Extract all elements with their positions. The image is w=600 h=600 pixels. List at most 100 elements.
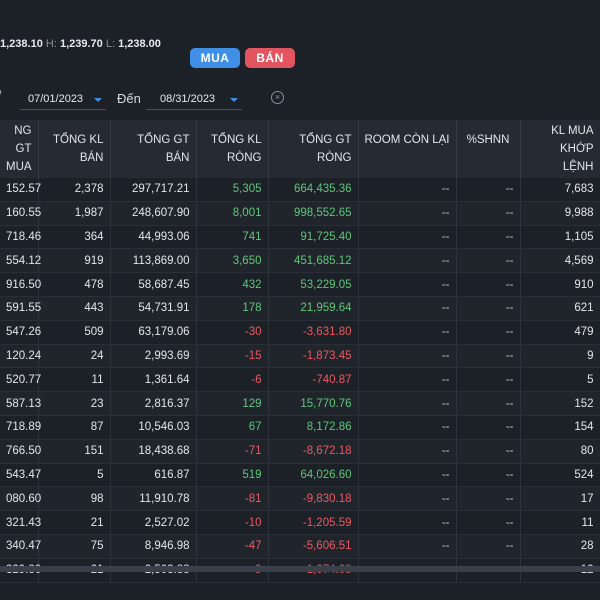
table-cell: -5,606.51 [268, 534, 359, 559]
table-row[interactable]: 766.50 151 18,438.68 -71 -8,672.18 -- -- 80 [0, 439, 600, 464]
table-cell: -740.87 [268, 367, 359, 393]
column-header-line: TỔNG KL [53, 134, 104, 146]
column-header[interactable]: TỔNG KL BÁN [38, 120, 111, 178]
table-cell: 451,685.12 [268, 248, 359, 274]
table-cell: 160.55 [0, 201, 41, 226]
column-header-line: NG GT [14, 125, 32, 155]
table-cell: 7,683 [520, 178, 600, 202]
column-header-line: KL MUA [551, 125, 594, 137]
table-cell: 152 [520, 391, 600, 416]
table-cell: 591.55 [0, 296, 41, 321]
table-cell: -- [358, 534, 457, 559]
table-cell: 54,731.91 [110, 296, 197, 321]
table-cell: 478 [38, 272, 111, 297]
column-header-line: RÒNG [227, 152, 262, 164]
table-row[interactable]: 591.55 443 54,731.91 178 21,959.64 -- -- 621 [0, 296, 600, 321]
table-cell: -- [456, 486, 521, 512]
table-row[interactable]: 718.46 364 44,993.06 741 91,725.40 -- -- 1,105 [0, 225, 600, 250]
table-row[interactable]: 520.77 11 1,361.64 -6 -740.87 -- -- 5 [0, 367, 600, 393]
column-header[interactable]: TỔNG GT RÒNG [268, 120, 359, 178]
table-cell: 616.87 [110, 463, 197, 488]
table-row[interactable]: 554.12 919 113,869.00 3,650 451,685.12 -- -- 4,… [0, 248, 600, 274]
date-filter: / 07/01/2023 Đến 08/31/2023 × [0, 88, 600, 112]
table-cell: 621 [520, 296, 600, 321]
table-cell: 120.24 [0, 344, 41, 369]
table-cell: 998,552.65 [268, 201, 359, 226]
table-cell: 080.60 [0, 486, 41, 512]
table-cell: -47 [196, 534, 269, 559]
column-header[interactable]: TỔNG GT BÁN [110, 120, 197, 178]
table-cell: 64,026.60 [268, 463, 359, 488]
table-cell: 154 [520, 415, 600, 440]
table-cell: -15 [196, 344, 269, 369]
table-cell: 321.43 [0, 510, 41, 535]
column-header[interactable]: KL MUA KHỚP LỆNH [520, 120, 600, 178]
chevron-down-icon [94, 98, 102, 102]
table-cell: -- [456, 272, 521, 297]
table-cell: 98 [38, 486, 111, 512]
table-cell: -- [358, 510, 457, 535]
table-cell: 248,607.90 [110, 201, 197, 226]
table-cell: 910 [520, 272, 600, 297]
table-row[interactable]: 547.26 509 63,179.06 -30 -3,631.80 -- -- 479 [0, 320, 600, 345]
table-cell: 23 [38, 391, 111, 416]
column-header[interactable]: TỔNG KL RÒNG [196, 120, 269, 178]
table-row[interactable]: 543.47 5 616.87 519 64,026.60 -- -- 524 [0, 463, 600, 488]
table-row[interactable]: 120.24 24 2,993.69 -15 -1,873.45 -- -- 9 [0, 344, 600, 369]
table-cell: 53,229.05 [268, 272, 359, 297]
table-cell: 2,993.69 [110, 344, 197, 369]
table-cell: -3,631.80 [268, 320, 359, 345]
table-cell: 5 [520, 367, 600, 393]
close-value: 1,238.10 [0, 38, 43, 50]
column-header-line: KHỚP LỆNH [559, 143, 594, 173]
scrollbar-thumb[interactable] [0, 566, 600, 572]
table-cell: -- [456, 248, 521, 274]
table-cell: 547.26 [0, 320, 41, 345]
column-header[interactable]: NG GT MUA [0, 120, 39, 178]
table-row[interactable]: 718.89 87 10,546.03 67 8,172.86 -- -- 154 [0, 415, 600, 440]
table-cell: 11 [38, 367, 111, 393]
table-cell: 113,869.00 [110, 248, 197, 274]
chevron-down-icon [230, 98, 238, 102]
column-header-line: TỔNG GT [299, 134, 352, 146]
horizontal-scrollbar[interactable] [0, 566, 600, 572]
table-cell: 11,910.78 [110, 486, 197, 512]
table-cell: 1,105 [520, 225, 600, 250]
table-cell: 17 [520, 486, 600, 512]
table-cell: -- [358, 439, 457, 464]
low-label: L: [105, 38, 116, 50]
table-cell: -- [456, 367, 521, 393]
high-value: 1,239.70 [59, 38, 103, 50]
table-row[interactable]: 160.55 1,987 248,607.90 8,001 998,552.65 -- --… [0, 201, 600, 226]
table-cell: -- [358, 415, 457, 440]
column-header-line [365, 149, 450, 167]
table-row[interactable]: 587.13 23 2,816.37 129 15,770.76 -- -- 152 [0, 391, 600, 416]
table-row[interactable]: 321.43 21 2,527.02 -10 -1,205.59 -- -- 11 [0, 510, 600, 535]
from-date-picker[interactable]: 07/01/2023 [20, 88, 106, 110]
table-cell: 664,435.36 [268, 178, 359, 202]
table-cell: 91,725.40 [268, 225, 359, 250]
price-summary: 1,238.10 H: 1,239.70 L: 1,238.00 [0, 38, 161, 50]
table-row[interactable]: 340.47 75 8,946.98 -47 -5,606.51 -- -- 28 [0, 534, 600, 559]
table-cell: 340.47 [0, 534, 41, 559]
buy-button[interactable]: MUA [190, 48, 240, 68]
clear-icon[interactable]: × [271, 91, 284, 104]
table-row[interactable]: 080.60 98 11,910.78 -81 -9,830.18 -- -- 17 [0, 486, 600, 512]
column-header[interactable]: ROOM CÒN LẠI [358, 120, 457, 178]
column-header[interactable]: %SHNN [456, 120, 521, 178]
to-label: Đến [117, 91, 141, 106]
table-cell: 21 [38, 510, 111, 535]
table-cell: 8,946.98 [110, 534, 197, 559]
calendar-edge-icon: / [0, 88, 1, 102]
table-cell: 2,378 [38, 178, 111, 202]
sell-button[interactable]: BÁN [245, 48, 295, 68]
table-cell: -- [358, 272, 457, 297]
table-cell: 5,305 [196, 178, 269, 202]
table-cell: 543.47 [0, 463, 41, 488]
table-row[interactable]: 152.57 2,378 297,717.21 5,305 664,435.36 -- --… [0, 178, 600, 202]
table-cell: -- [358, 225, 457, 250]
table-cell: 432 [196, 272, 269, 297]
table-row[interactable]: 916.50 478 58,687.45 432 53,229.05 -- -- 910 [0, 272, 600, 297]
table-cell: 15,770.76 [268, 391, 359, 416]
to-date-picker[interactable]: 08/31/2023 [146, 88, 242, 110]
